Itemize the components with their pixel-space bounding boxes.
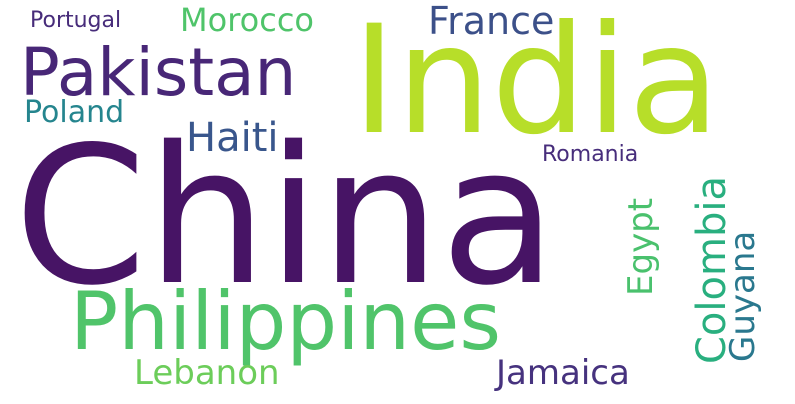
word-pakistan: Pakistan — [20, 34, 297, 111]
word-france: France — [428, 0, 555, 43]
word-india: India — [352, 0, 721, 168]
word-egypt: Egypt — [621, 197, 661, 296]
word-portugal: Portugal — [30, 8, 122, 33]
word-romania: Romania — [542, 142, 639, 167]
word-jamaica: Jamaica — [496, 353, 630, 393]
word-haiti: Haiti — [186, 115, 279, 161]
word-poland: Poland — [24, 95, 125, 130]
word-morocco: Morocco — [180, 1, 314, 39]
word-guyana: Guyana — [723, 230, 763, 362]
word-lebanon: Lebanon — [134, 353, 280, 393]
word-china: China — [14, 106, 557, 327]
word-philippines: Philippines — [70, 275, 502, 368]
